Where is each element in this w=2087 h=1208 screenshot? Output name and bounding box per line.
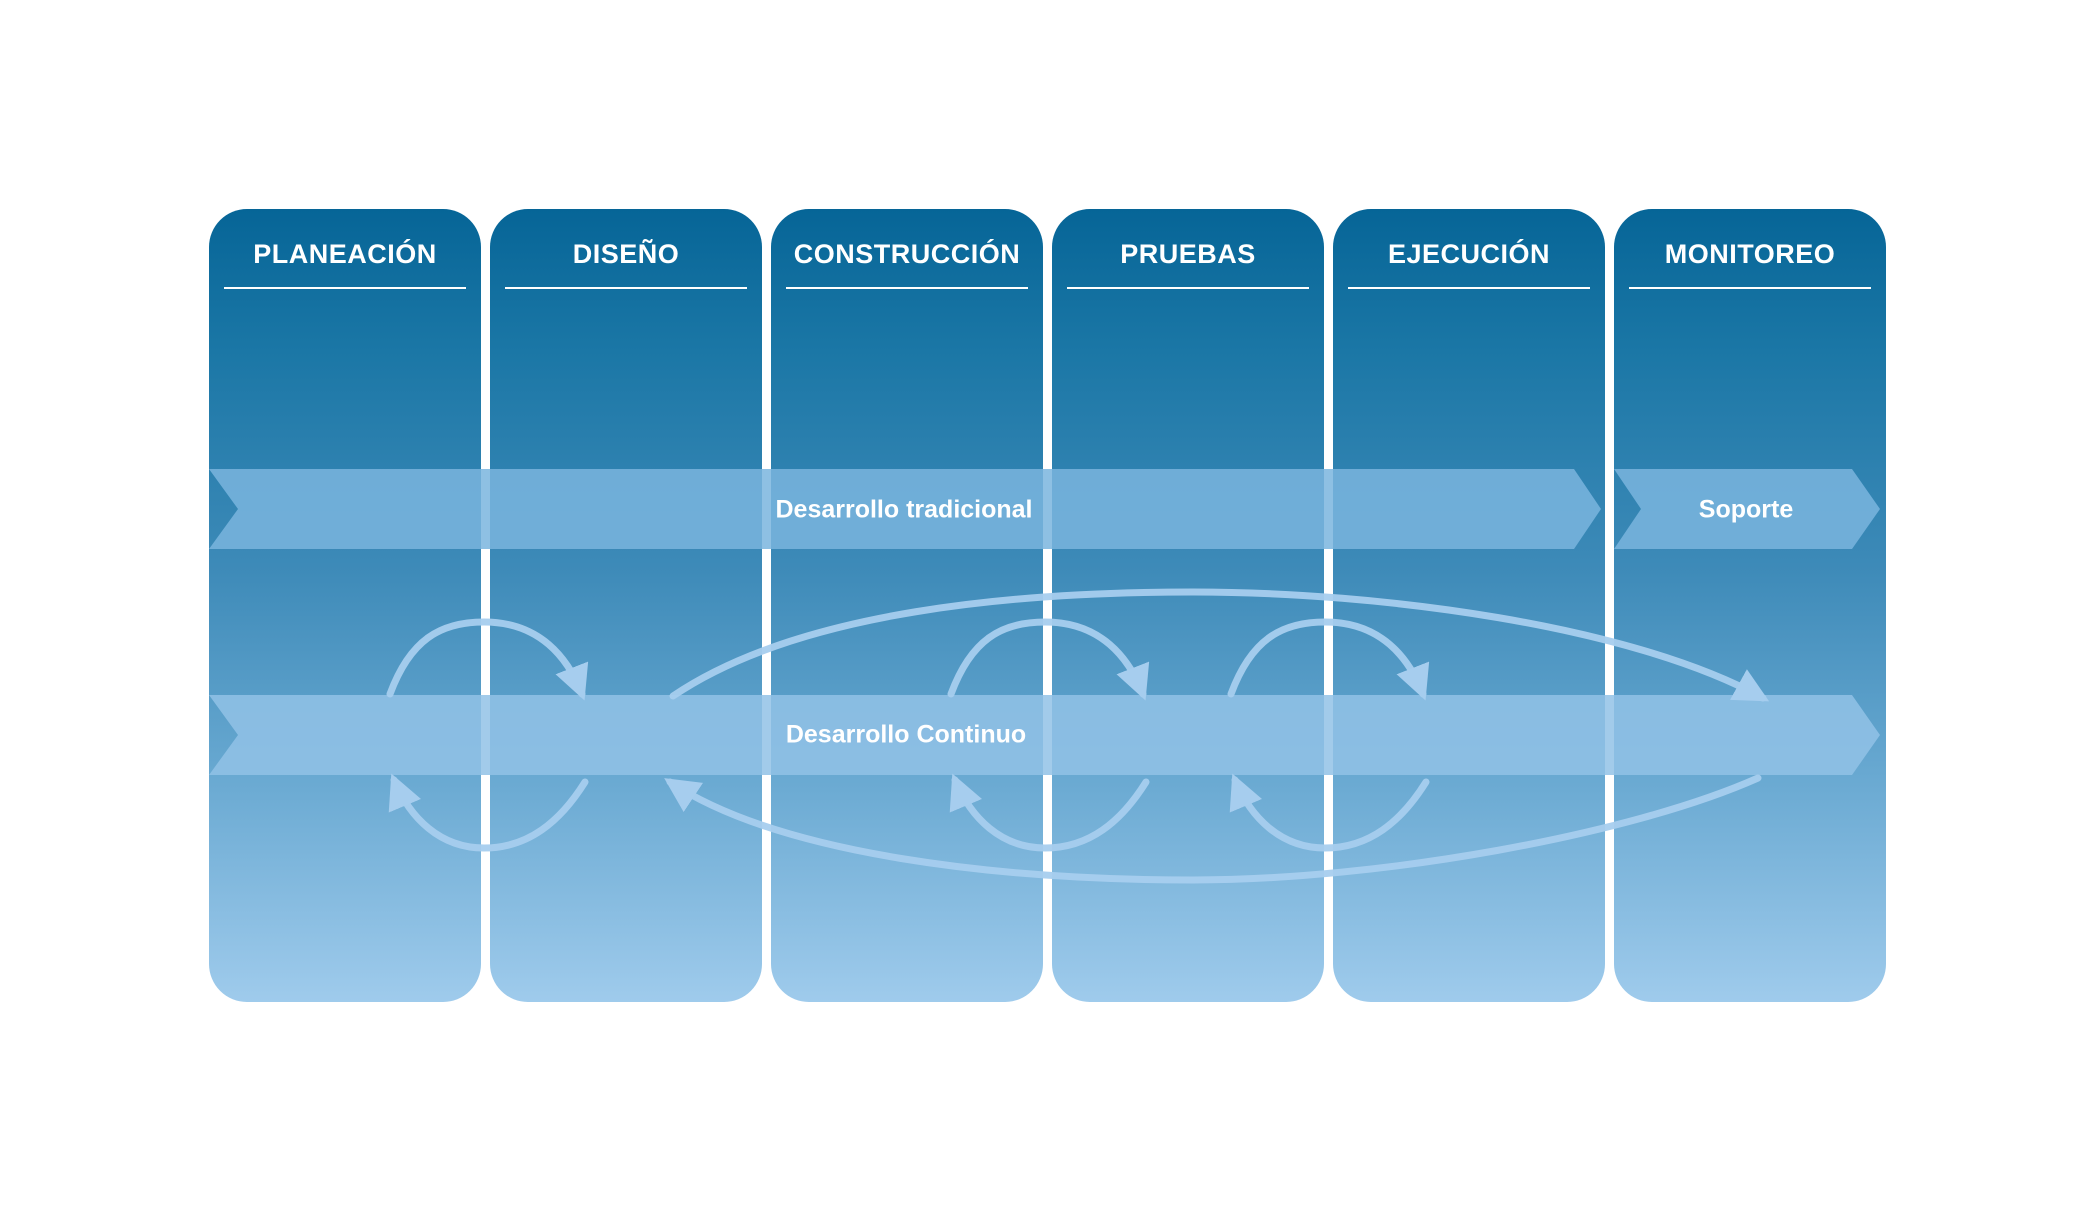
traditional-band-label: Desarrollo tradicional <box>775 495 1033 524</box>
support-band-label: Soporte <box>1698 495 1794 524</box>
phase-title-underline <box>786 287 1028 289</box>
phase-title-underline <box>505 287 747 289</box>
loop-1-arrow-top <box>386 618 589 701</box>
support-band <box>1614 469 1880 549</box>
phase-title-underline <box>1629 287 1871 289</box>
phase-title-underline <box>1067 287 1309 289</box>
phase-title: PRUEBAS <box>1120 239 1256 269</box>
phase-column-diseno: DISEÑO <box>490 209 762 1002</box>
loop-3-arrow-bottom <box>1229 773 1430 852</box>
traditional-band <box>209 469 1601 549</box>
phase-title-underline <box>1348 287 1590 289</box>
phase-column-monitoreo: MONITOREO <box>1614 209 1886 1002</box>
loop-3-arrow-top <box>1227 618 1430 701</box>
loop-2-arrow-top <box>947 618 1150 701</box>
continuous-band <box>209 695 1880 775</box>
phase-title: DISEÑO <box>572 239 680 269</box>
phase-column-pruebas: PRUEBAS <box>1052 209 1324 1002</box>
phase-title: PLANEACIÓN <box>253 239 437 269</box>
phase-title: MONITOREO <box>1664 239 1836 269</box>
phase-title: CONSTRUCCIÓN <box>793 239 1021 269</box>
loop-1-arrow-bottom <box>388 773 589 852</box>
loop-2-arrow-bottom <box>949 773 1150 852</box>
continuous-band-label: Desarrollo Continuo <box>785 720 1027 749</box>
large-loop-arrow-bottom <box>664 774 1762 884</box>
phase-title-underline <box>224 287 466 289</box>
phase-title: EJECUCIÓN <box>1387 239 1551 269</box>
phase-column-planeacion: PLANEACIÓN <box>209 209 481 1002</box>
large-loop-arrow-top <box>669 588 1770 702</box>
